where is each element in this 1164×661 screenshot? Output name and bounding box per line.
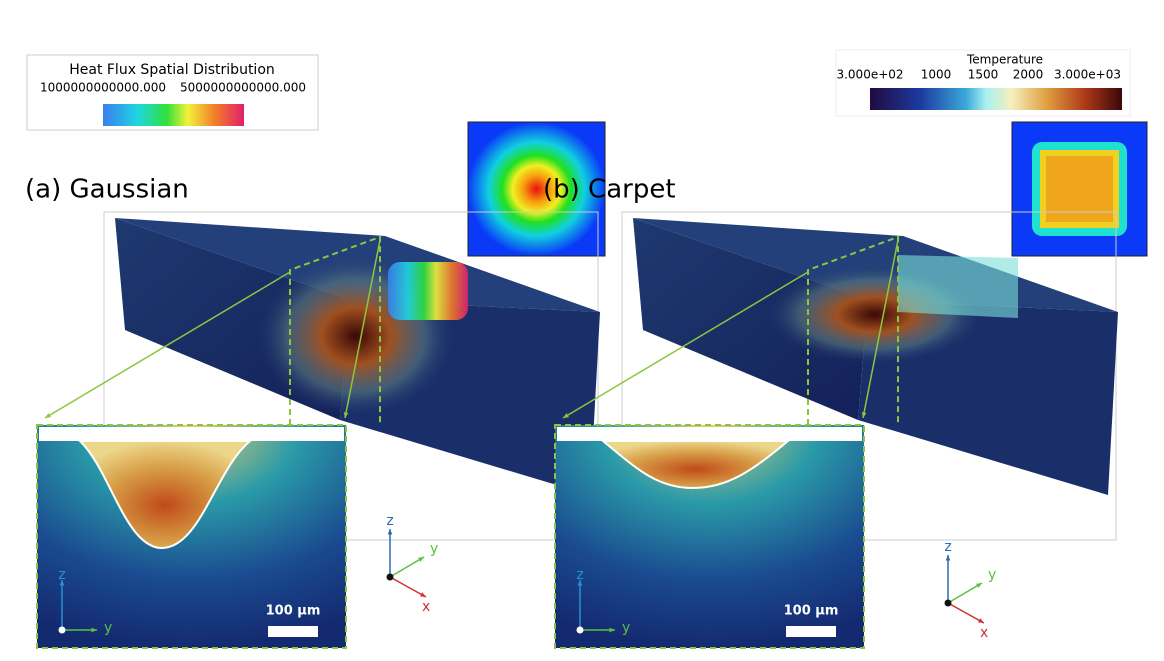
axis-label: x — [422, 599, 430, 615]
legend-label: 3.000e+03 — [1054, 68, 1121, 82]
arrow-head — [91, 627, 97, 633]
beam-profile-gaussian — [467, 121, 606, 257]
axis-arrow — [44, 271, 291, 419]
scale-bar — [786, 626, 836, 637]
scale-bar-label: 100 µm — [266, 604, 321, 619]
arrow-head — [978, 618, 984, 623]
arrow-head — [343, 412, 349, 418]
legend-label: 1000000000000.000 — [40, 81, 166, 95]
scale-bar — [268, 626, 318, 637]
colorbar — [870, 88, 1122, 110]
panel: (a) Gaussian z y 100 µm z y x — [25, 175, 600, 649]
axis-arrow — [947, 582, 983, 604]
colorbar — [103, 104, 244, 126]
scale-bar-label: 100 µm — [784, 604, 839, 619]
axis-arrow — [389, 556, 425, 578]
arrow-head — [387, 529, 393, 535]
arrow-head — [45, 413, 51, 418]
panel: (b) Carpet z y 100 µm z y x — [543, 175, 1118, 649]
inset-gap — [39, 427, 344, 441]
heat-flux-legend: Heat Flux Spatial Distribution 100000000… — [26, 54, 319, 131]
inset-border — [554, 424, 865, 649]
view-frame — [621, 211, 1117, 541]
legend-label: 5000000000000.000 — [180, 81, 306, 95]
zoom-guide — [289, 235, 381, 425]
temperature-legend: Temperature 3.000e+02 1000 1500 2000 3.0… — [835, 49, 1131, 117]
axis-arrow — [862, 239, 899, 419]
panel-label: (a) Gaussian — [25, 175, 189, 205]
axis-origin — [386, 573, 394, 581]
axis-arrow — [389, 576, 427, 598]
axis-label: z — [386, 513, 393, 529]
axis-origin — [58, 626, 66, 634]
axis-label: y — [430, 541, 438, 557]
arrow-head — [563, 413, 569, 418]
axis-origin — [576, 626, 584, 634]
panel-label: (b) Carpet — [543, 175, 676, 205]
legend-title: Heat Flux Spatial Distribution — [69, 62, 275, 78]
arrow-head — [577, 580, 583, 586]
arrow-head — [945, 555, 951, 561]
axis-label: z — [944, 539, 951, 555]
arrow-head — [609, 627, 615, 633]
axis-arrow — [344, 239, 381, 419]
view-frame — [103, 211, 599, 541]
arrow-head — [420, 592, 426, 597]
arrow-head — [976, 583, 982, 588]
axis-arrow — [562, 271, 809, 419]
melt-outline — [77, 440, 253, 550]
legend-label: 1000 — [921, 68, 952, 82]
arrow-head — [59, 580, 65, 586]
axis-origin — [944, 599, 952, 607]
axis-label: y — [622, 620, 630, 636]
axis-label: y — [104, 620, 112, 636]
axis-label: y — [988, 567, 996, 583]
axis-arrow — [947, 602, 985, 624]
inset-border — [36, 424, 347, 649]
heat-source — [898, 255, 1018, 318]
legend-label: 2000 — [1013, 68, 1044, 82]
melt-outline — [600, 440, 791, 490]
axis-label: x — [980, 625, 988, 641]
beam-profile-carpet — [1011, 121, 1148, 257]
heat-source — [388, 262, 468, 320]
legend-title: Temperature — [966, 53, 1043, 67]
arrow-head — [418, 557, 424, 562]
arrow-head — [861, 412, 867, 418]
axis-label: z — [58, 567, 65, 583]
zoom-guide — [807, 235, 899, 425]
legend-label: 1500 — [968, 68, 999, 82]
axis-label: z — [576, 567, 583, 583]
inset-gap — [557, 427, 862, 441]
legend-label: 3.000e+02 — [836, 68, 903, 82]
